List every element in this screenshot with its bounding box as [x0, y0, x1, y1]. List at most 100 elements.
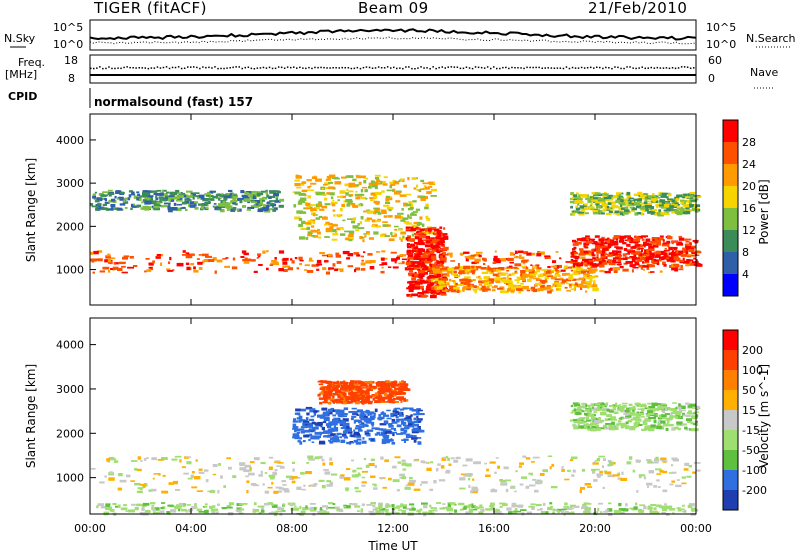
heatmap-cell — [349, 185, 356, 187]
heatmap-cell — [609, 405, 614, 407]
heatmap-cell — [656, 479, 660, 482]
colorbar-tick: -200 — [742, 484, 767, 497]
velocity-colorbar-label: Velocity [m s^-1] — [757, 364, 771, 468]
heatmap-cell — [565, 261, 571, 263]
heatmap-cell — [411, 277, 417, 281]
heatmap-cell — [182, 504, 185, 507]
heatmap-cell — [572, 402, 580, 405]
heatmap-cell — [176, 504, 181, 508]
heatmap-cell — [243, 261, 250, 264]
heatmap-cell — [403, 202, 408, 205]
heatmap-cell — [613, 425, 618, 427]
nave-point — [320, 66, 322, 69]
heatmap-cell — [483, 288, 491, 291]
heatmap-cell — [646, 459, 652, 462]
heatmap-cell — [368, 383, 373, 387]
heatmap-cell — [204, 505, 208, 508]
heatmap-cell — [573, 194, 578, 197]
heatmap-cell — [578, 284, 583, 288]
heatmap-cell — [97, 503, 105, 506]
heatmap-cell — [423, 185, 427, 188]
heatmap-cell — [400, 504, 404, 507]
heatmap-cell — [689, 245, 697, 249]
heatmap-cell — [334, 439, 340, 443]
heatmap-cell — [176, 262, 184, 267]
heatmap-cell — [359, 203, 363, 206]
heatmap-cell — [108, 261, 113, 265]
heatmap-cell — [329, 393, 333, 397]
heatmap-cell — [376, 510, 382, 514]
heatmap-cell — [253, 502, 257, 506]
nave-point — [223, 67, 225, 70]
heatmap-cell — [622, 268, 629, 272]
heatmap-cell — [369, 385, 374, 388]
heatmap-cell — [494, 259, 501, 264]
heatmap-cell — [606, 414, 612, 417]
heatmap-cell — [212, 195, 218, 199]
heatmap-cell — [377, 387, 382, 390]
heatmap-cell — [695, 204, 700, 207]
heatmap-cell — [92, 195, 97, 199]
heatmap-cell — [414, 271, 417, 275]
heatmap-cell — [406, 265, 413, 268]
heatmap-cell — [262, 204, 266, 208]
heatmap-cell — [142, 485, 146, 488]
heatmap-cell — [112, 503, 117, 505]
heatmap-cell — [358, 380, 361, 383]
heatmap-cell — [324, 416, 330, 419]
heatmap-cell — [161, 502, 166, 504]
nave-point — [538, 66, 540, 69]
heatmap-cell — [349, 391, 352, 394]
nave-point — [665, 67, 668, 69]
heatmap-cell — [640, 266, 643, 270]
heatmap-cell — [651, 194, 658, 198]
heatmap-cell — [592, 248, 597, 252]
nave-point — [541, 67, 543, 69]
heatmap-cell — [239, 503, 244, 506]
nave-point — [674, 67, 677, 70]
heatmap-cell — [511, 272, 515, 276]
heatmap-cell — [537, 290, 540, 292]
heatmap-cell — [276, 191, 281, 194]
heatmap-cell — [124, 202, 129, 204]
heatmap-cell — [269, 195, 275, 198]
heatmap-cell — [218, 463, 221, 466]
heatmap-cell — [345, 401, 351, 404]
heatmap-cell — [454, 509, 458, 513]
heatmap-cell — [416, 189, 421, 191]
heatmap-cell — [581, 280, 585, 284]
heatmap-cell — [576, 238, 583, 241]
heatmap-cell — [361, 259, 364, 262]
nave-point — [447, 66, 449, 68]
heatmap-cell — [581, 402, 587, 405]
heatmap-cell — [613, 416, 616, 420]
heatmap-cell — [653, 485, 657, 488]
heatmap-cell — [620, 426, 624, 429]
nave-point — [199, 67, 201, 70]
heatmap-cell — [262, 483, 265, 486]
heatmap-cell — [414, 242, 420, 245]
heatmap-cell — [331, 228, 337, 233]
heatmap-cell — [655, 456, 659, 460]
heatmap-cell — [661, 403, 666, 405]
heatmap-cell — [345, 390, 350, 393]
heatmap-cell — [685, 402, 690, 405]
heatmap-cell — [636, 247, 641, 251]
heatmap-cell — [102, 194, 105, 196]
heatmap-cell — [597, 475, 601, 478]
heatmap-cell — [379, 508, 386, 511]
heatmap-cell — [455, 282, 458, 286]
heatmap-cell — [598, 261, 602, 264]
heatmap-cell — [644, 242, 650, 244]
heatmap-cell — [337, 195, 343, 198]
nave-point — [641, 66, 643, 68]
heatmap-cell — [401, 462, 407, 466]
nave-point — [423, 67, 425, 69]
heatmap-cell — [620, 512, 625, 514]
xtick-label: 04:00 — [175, 522, 207, 535]
nave-point — [250, 67, 253, 70]
heatmap-cell — [429, 282, 435, 285]
heatmap-cell — [669, 417, 674, 420]
heatmap-cell — [526, 252, 532, 256]
nave-point — [626, 66, 628, 68]
